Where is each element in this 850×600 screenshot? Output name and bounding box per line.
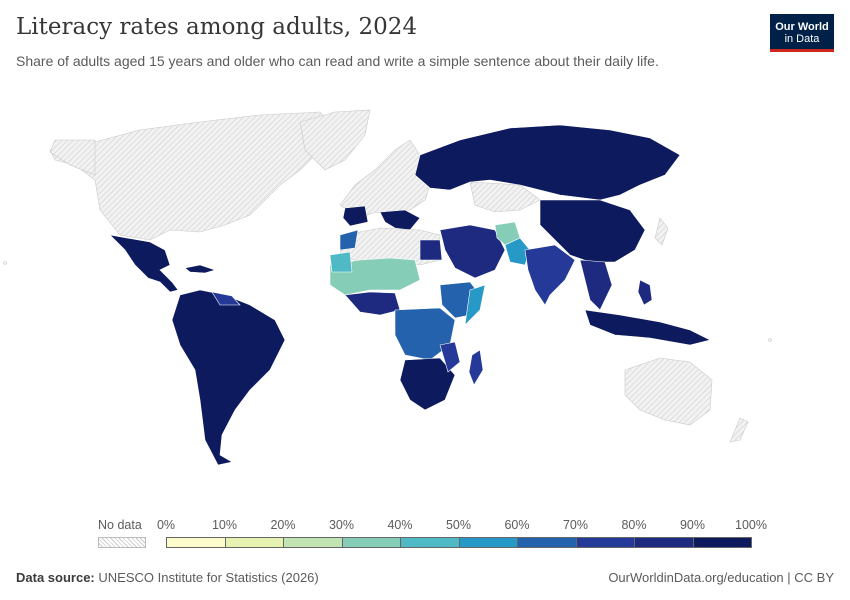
legend-bin[interactable] — [400, 537, 460, 548]
region-southeast-asia[interactable] — [579, 259, 613, 311]
data-source-text[interactable]: UNESCO Institute for Statistics (2026) — [98, 570, 319, 585]
region-caribbean[interactable] — [184, 264, 216, 274]
region-north-america[interactable] — [49, 111, 336, 241]
color-legend: No data 0% 10% 20% 30% 40% 50% 60% 70% 80% 90% 100… — [0, 515, 850, 555]
legend-bin[interactable] — [283, 537, 343, 548]
region-mexico-central-america[interactable] — [109, 234, 179, 293]
region-somalia[interactable] — [464, 284, 486, 326]
region-egypt[interactable] — [419, 239, 443, 261]
legend-bin[interactable] — [458, 537, 518, 548]
region-sahel[interactable] — [329, 257, 421, 296]
legend-tick-label: 50% — [445, 518, 472, 532]
legend-tick-label: 30% — [328, 518, 355, 532]
chart-title: Literacy rates among adults, 2024 — [16, 14, 418, 40]
owid-logo[interactable]: Our World in Data — [770, 14, 834, 52]
legend-bin[interactable] — [341, 537, 401, 548]
region-philippines[interactable] — [637, 279, 653, 306]
region-russia[interactable] — [414, 124, 681, 201]
legend-no-data-swatch — [98, 537, 146, 548]
legend-no-data-label: No data — [98, 518, 142, 532]
region-japan[interactable] — [654, 217, 669, 246]
legend-tick-label: 0% — [156, 518, 176, 532]
region-alaska[interactable] — [49, 139, 96, 176]
legend-tick-label: 10% — [211, 518, 238, 532]
legend-tick-label: 70% — [562, 518, 589, 532]
legend-bin[interactable] — [166, 537, 226, 548]
data-source: Data source: UNESCO Institute for Statis… — [16, 570, 319, 585]
logo-line-2: in Data — [784, 33, 820, 45]
legend-bin[interactable] — [692, 537, 752, 548]
region-new-zealand[interactable] — [729, 417, 749, 443]
region-central-africa[interactable] — [394, 307, 456, 361]
region-mauritania[interactable] — [329, 251, 353, 273]
legend-bin[interactable] — [517, 537, 577, 548]
region-west-africa[interactable] — [344, 291, 401, 316]
region-europe[interactable] — [339, 139, 431, 219]
legend-bin[interactable] — [575, 537, 635, 548]
legend-tick-label: 80% — [621, 518, 647, 532]
legend-tick-label: 90% — [679, 518, 706, 532]
region-greenland[interactable] — [299, 109, 371, 171]
legend-bin[interactable] — [634, 537, 694, 548]
region-south-america[interactable] — [171, 289, 286, 466]
region-small-island[interactable] — [3, 261, 7, 265]
region-mozambique[interactable] — [439, 341, 461, 373]
legend-tick-label: 40% — [387, 518, 413, 532]
chart-subtitle: Share of adults aged 15 years and older … — [16, 53, 659, 69]
region-small-island[interactable] — [768, 338, 772, 342]
region-china[interactable] — [539, 199, 646, 263]
region-india[interactable] — [524, 244, 576, 306]
footer-link[interactable]: OurWorldinData.org/education | CC BY — [608, 570, 834, 585]
logo-line-1: Our World — [775, 21, 829, 33]
region-southern-africa[interactable] — [399, 357, 456, 411]
legend-tick-label: 100% — [735, 518, 767, 532]
data-source-label: Data source: — [16, 570, 95, 585]
world-map[interactable] — [0, 100, 850, 500]
region-indonesia[interactable] — [584, 309, 711, 346]
region-kazakhstan[interactable] — [469, 181, 541, 213]
region-guianas[interactable] — [211, 291, 241, 306]
region-madagascar[interactable] — [468, 349, 484, 386]
region-australia[interactable] — [624, 357, 713, 426]
legend-tick-label: 20% — [270, 518, 296, 532]
region-iberia[interactable] — [342, 205, 369, 227]
region-middle-east[interactable] — [439, 224, 506, 279]
legend-tick-label: 60% — [504, 518, 530, 532]
region-morocco[interactable] — [339, 229, 359, 251]
region-eastern-europe[interactable] — [379, 209, 421, 231]
legend-bin[interactable] — [224, 537, 284, 548]
